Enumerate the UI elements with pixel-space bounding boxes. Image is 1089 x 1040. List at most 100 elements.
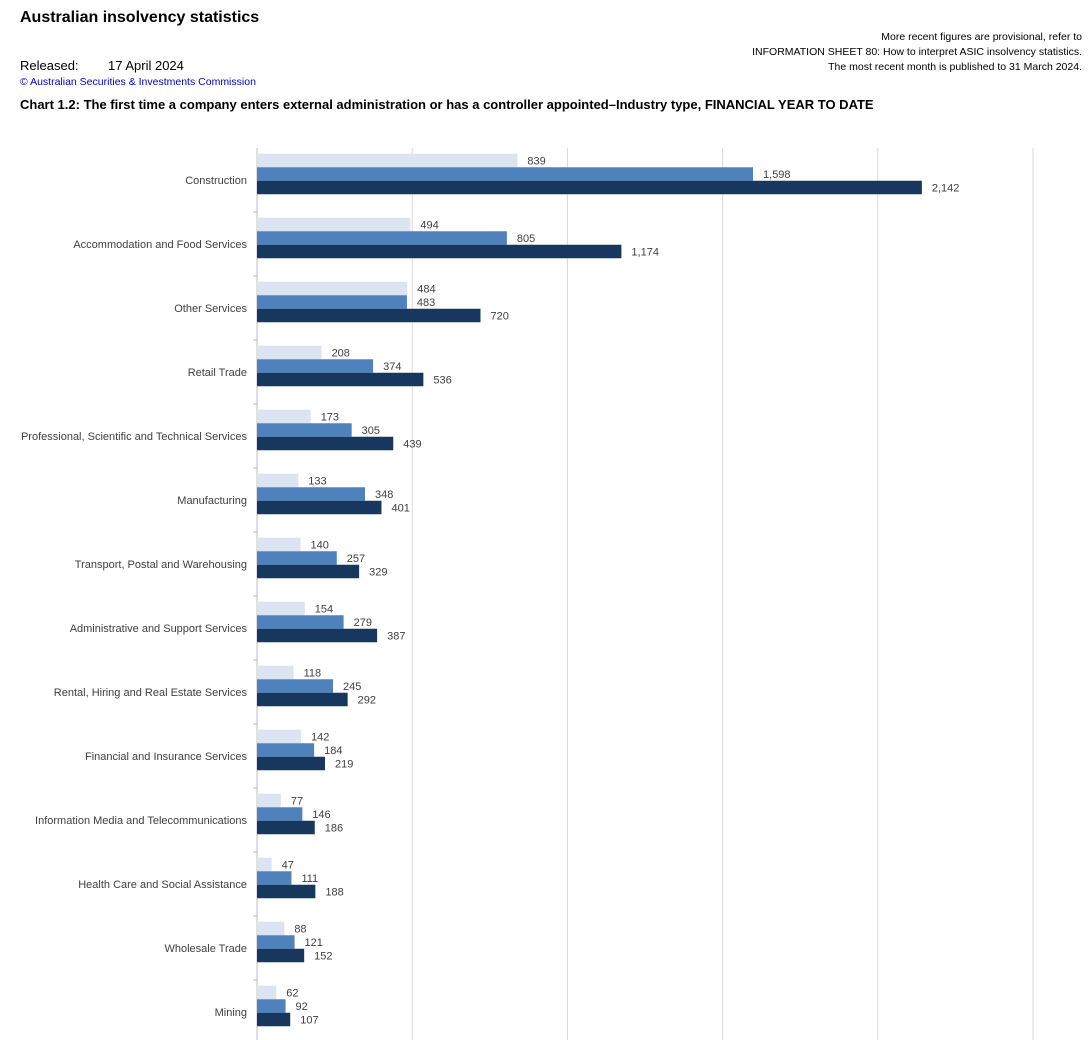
data-label: 387 <box>387 630 405 642</box>
data-label: 62 <box>286 987 298 999</box>
bar <box>257 628 378 643</box>
bar <box>257 153 518 168</box>
data-label: 1,598 <box>763 169 791 181</box>
bar <box>257 473 299 488</box>
bar <box>257 359 374 373</box>
bar <box>257 500 382 515</box>
bar <box>257 999 286 1013</box>
category-label: Other Services <box>174 303 247 315</box>
data-label: 92 <box>296 1001 308 1013</box>
bar <box>257 487 366 501</box>
data-label: 142 <box>311 731 329 743</box>
category-label: Financial and Insurance Services <box>85 751 248 763</box>
category-label: Retail Trade <box>188 367 247 379</box>
provisional-note: More recent figures are provisional, ref… <box>752 30 1082 75</box>
bar <box>257 436 394 451</box>
data-label: 374 <box>383 361 401 373</box>
released-label: Released: <box>20 58 79 73</box>
category-label: Transport, Postal and Warehousing <box>75 559 247 571</box>
bar <box>257 1012 291 1027</box>
released-date: 17 April 2024 <box>108 58 184 73</box>
bar <box>257 295 407 309</box>
bar <box>257 756 325 771</box>
bar <box>257 692 348 707</box>
data-label: 279 <box>354 617 372 629</box>
data-label: 188 <box>325 886 343 898</box>
bar <box>257 948 305 963</box>
copyright-link[interactable]: © Australian Securities & Investments Co… <box>20 76 256 88</box>
bar <box>257 793 281 808</box>
data-label: 720 <box>490 310 508 322</box>
data-label: 257 <box>347 553 365 565</box>
bar <box>257 665 294 680</box>
data-label: 208 <box>332 347 350 359</box>
data-label: 121 <box>305 937 323 949</box>
page-title: Australian insolvency statistics <box>20 9 260 26</box>
category-label: Professional, Scientific and Technical S… <box>21 431 248 443</box>
bar <box>257 537 301 552</box>
bar <box>257 921 285 936</box>
data-label: 536 <box>433 374 451 386</box>
bar <box>257 985 277 1000</box>
category-label: Manufacturing <box>177 495 247 507</box>
data-label: 219 <box>335 758 353 770</box>
data-label: 133 <box>308 475 326 487</box>
bar <box>257 345 322 360</box>
bar <box>257 679 334 693</box>
data-label: 483 <box>417 297 435 309</box>
bar <box>257 308 481 323</box>
category-label: Wholesale Trade <box>164 943 247 955</box>
bar <box>257 807 303 821</box>
bar <box>257 615 344 629</box>
data-label: 107 <box>300 1014 318 1026</box>
data-label: 484 <box>417 283 435 295</box>
data-label: 305 <box>362 425 380 437</box>
bar <box>257 601 305 616</box>
note-line: The most recent month is published to 31… <box>828 61 1082 73</box>
data-label: 173 <box>321 411 339 423</box>
data-label: 152 <box>314 950 332 962</box>
data-label: 839 <box>527 155 545 167</box>
bar <box>257 231 507 245</box>
note-line: INFORMATION SHEET 80: How to interpret A… <box>752 46 1082 58</box>
bar <box>257 820 315 835</box>
bar <box>257 409 311 424</box>
bar <box>257 281 408 296</box>
bar <box>257 372 424 387</box>
category-label: Accommodation and Food Services <box>73 239 247 251</box>
data-label: 292 <box>358 694 376 706</box>
data-label: 154 <box>315 603 333 615</box>
category-label: Mining <box>215 1007 247 1019</box>
bar <box>257 167 754 181</box>
data-label: 88 <box>294 923 306 935</box>
category-label: Construction <box>185 175 247 187</box>
data-label: 329 <box>369 566 387 578</box>
bar <box>257 217 411 232</box>
data-label: 245 <box>343 681 361 693</box>
category-label: Information Media and Telecommunications <box>35 815 247 827</box>
data-label: 401 <box>391 502 409 514</box>
bar <box>257 551 337 565</box>
data-label: 805 <box>517 233 535 245</box>
bar <box>257 729 302 744</box>
category-label: Administrative and Support Services <box>70 623 248 635</box>
data-label: 146 <box>312 809 330 821</box>
bar <box>257 884 316 899</box>
data-label: 2,142 <box>932 182 960 194</box>
data-label: 184 <box>324 745 342 757</box>
data-label: 439 <box>403 438 421 450</box>
data-label: 118 <box>304 667 322 679</box>
data-label: 47 <box>282 859 294 871</box>
bar <box>257 743 315 757</box>
bar <box>257 423 352 437</box>
bar <box>257 244 622 259</box>
bar <box>257 935 295 949</box>
category-label: Health Care and Social Assistance <box>78 879 247 891</box>
category-label: Rental, Hiring and Real Estate Services <box>54 687 248 699</box>
data-label: 77 <box>291 795 303 807</box>
data-label: 494 <box>420 219 438 231</box>
note-line: More recent figures are provisional, ref… <box>881 31 1082 43</box>
chart-title: Chart 1.2: The first time a company ente… <box>20 97 874 112</box>
data-label: 111 <box>301 873 318 885</box>
data-label: 348 <box>375 489 393 501</box>
